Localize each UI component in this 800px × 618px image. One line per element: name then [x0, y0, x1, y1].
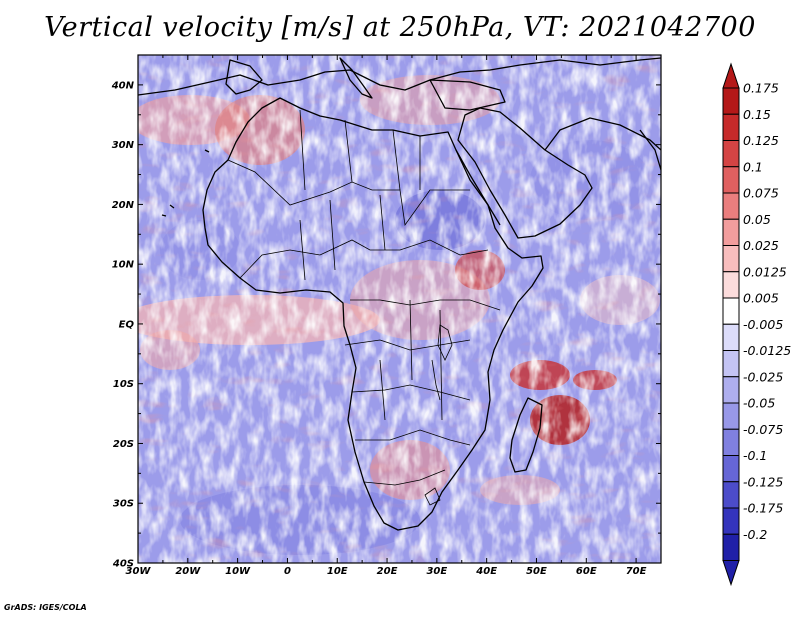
colorbar: 0.175 0.15 0.125 0.1 0.075 0.05 0.025 0.0125 0.0…: [722, 62, 791, 587]
lat-label: 30N: [112, 140, 135, 151]
colorbar-segment: [722, 402, 740, 430]
lat-label: 10S: [113, 379, 134, 390]
lat-label: 30S: [113, 499, 134, 510]
colorbar-segment: [722, 245, 740, 273]
colorbar-label: 0.025: [743, 238, 779, 253]
colorbar-segment: [722, 507, 740, 535]
lon-label: 10E: [327, 566, 348, 577]
colorbar-label: -0.005: [743, 317, 783, 332]
colorbar-segment: [722, 271, 740, 299]
lat-label: 40S: [112, 559, 134, 570]
colorbar-label: -0.1: [743, 448, 767, 463]
colorbar-label: -0.0125: [743, 343, 791, 358]
grads-credit: GrADS: IGES/COLA: [4, 603, 87, 612]
colorbar-label: -0.2: [743, 527, 767, 542]
colorbar-label: 0.075: [743, 186, 779, 201]
colorbar-segment: [722, 376, 740, 404]
colorbar-label: -0.075: [743, 422, 783, 437]
lon-label: 30W: [126, 566, 152, 577]
coastlines: [138, 57, 661, 531]
country-borders: [227, 109, 501, 506]
chart-title: Vertical velocity [m/s] at 250hPa, VT: 2…: [44, 12, 756, 43]
colorbar-segment: [722, 218, 740, 246]
lat-label: 10N: [112, 260, 135, 271]
colorbar-segment: [722, 455, 740, 483]
colorbar-label: -0.175: [743, 501, 783, 516]
lon-label: 10W: [225, 566, 251, 577]
colorbar-segment: [722, 481, 740, 509]
colorbar-segment: [722, 297, 740, 325]
lon-label: 60E: [576, 566, 597, 577]
lat-label: 20N: [112, 200, 135, 211]
lon-label: 40E: [475, 566, 497, 577]
lon-label: 70E: [626, 566, 647, 577]
colorbar-bottom-arrow: [722, 560, 740, 587]
colorbar-label: 0.0125: [743, 264, 787, 279]
colorbar-segment: [722, 87, 740, 115]
colorbar-segment: [722, 428, 740, 456]
lon-label: 30E: [426, 566, 447, 577]
lat-label: 20S: [113, 439, 134, 450]
vertical-velocity-field: [138, 55, 661, 563]
colorbar-label: 0.005: [743, 291, 779, 306]
lon-label: 50E: [526, 566, 547, 577]
colorbar-label: 0.125: [743, 133, 779, 148]
colorbar-segment: [722, 113, 740, 141]
colorbar-label: 0.05: [743, 212, 771, 227]
lon-label: 0: [284, 566, 291, 577]
lat-label: EQ: [119, 319, 135, 330]
colorbar-label: -0.025: [743, 369, 783, 384]
colorbar-top-arrow: [722, 62, 740, 89]
lat-label: 40N: [111, 80, 135, 91]
colorbar-segment: [722, 350, 740, 378]
colorbar-segment: [722, 323, 740, 351]
colorbar-segment: [722, 192, 740, 220]
map-frame: [137, 54, 662, 564]
colorbar-segment: [722, 140, 740, 168]
colorbar-label: -0.05: [743, 396, 775, 411]
colorbar-label: 0.1: [743, 159, 763, 174]
colorbar-segment: [722, 533, 740, 561]
colorbar-label: 0.15: [743, 107, 771, 122]
lon-label: 20W: [175, 566, 201, 577]
colorbar-label: 0.175: [743, 81, 779, 96]
lon-label: 20E: [377, 566, 398, 577]
colorbar-segment: [722, 166, 740, 194]
colorbar-label: -0.125: [743, 474, 783, 489]
